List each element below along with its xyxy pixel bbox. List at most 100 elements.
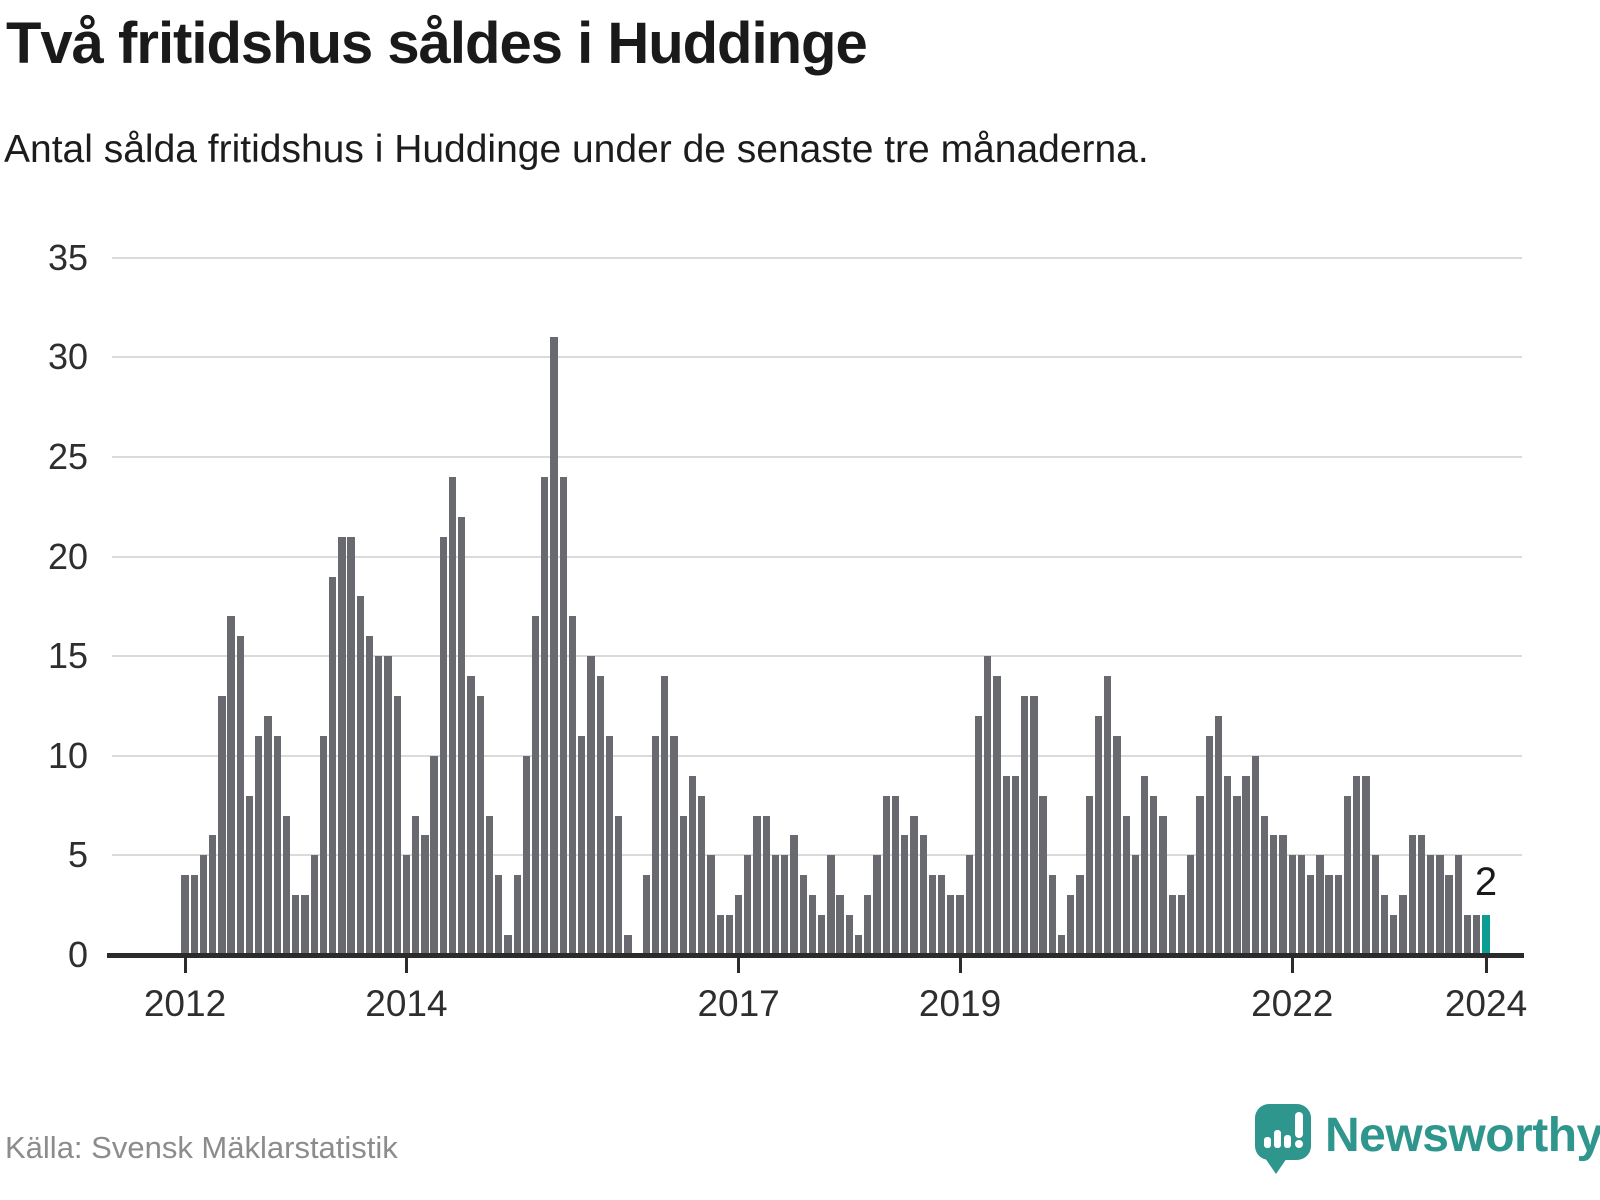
- bar: [356, 596, 364, 955]
- bar: [956, 895, 964, 955]
- bar: [1021, 696, 1029, 955]
- bar: [808, 895, 817, 955]
- bar: [836, 895, 844, 955]
- gridline: [112, 555, 1522, 558]
- bar: [716, 915, 724, 955]
- bar: [818, 915, 826, 955]
- bar: [734, 895, 743, 955]
- bar: [1436, 855, 1444, 955]
- gridline: [112, 655, 1522, 658]
- bar: [1325, 875, 1333, 955]
- bar: [854, 935, 863, 955]
- bar: [190, 875, 198, 955]
- bar: [1150, 795, 1158, 955]
- bar: [1196, 795, 1204, 955]
- bar: [882, 795, 890, 955]
- page-title: Två fritidshus såldes i Huddinge: [6, 11, 868, 76]
- bar: [1214, 715, 1223, 955]
- bar: [347, 536, 355, 955]
- bar: [1168, 895, 1176, 955]
- bar: [725, 915, 734, 955]
- bar: [651, 735, 660, 955]
- bar: [1067, 895, 1075, 955]
- bar: [504, 935, 512, 955]
- bar: [753, 815, 761, 955]
- last-value-label: 2: [1474, 860, 1498, 905]
- bar: [393, 696, 401, 955]
- bar-chart-speech-bubble-icon: [1255, 1104, 1311, 1174]
- x-axis-tick-label: 2017: [697, 983, 780, 1024]
- bar: [1353, 775, 1361, 955]
- bar: [1039, 795, 1047, 955]
- bar: [1463, 915, 1472, 955]
- y-axis-tick-label: 0: [67, 934, 88, 975]
- bar: [328, 576, 337, 955]
- bar: [1048, 875, 1056, 955]
- bar: [1233, 795, 1241, 955]
- bar: [255, 735, 263, 955]
- y-axis-tick-label: 15: [47, 635, 88, 677]
- bar: [1251, 755, 1259, 955]
- bar: [947, 895, 955, 955]
- bar: [873, 855, 881, 955]
- bar: [1307, 875, 1315, 955]
- bar: [1094, 715, 1103, 955]
- bar: [227, 616, 235, 955]
- bar: [993, 676, 1001, 955]
- bar: [910, 815, 918, 955]
- bar: [642, 875, 650, 955]
- bar: [1113, 735, 1121, 955]
- bar: [1362, 775, 1370, 955]
- bar: [762, 815, 770, 955]
- bar: [1399, 895, 1407, 955]
- bar: [485, 815, 494, 955]
- x-axis-line: [107, 953, 1524, 958]
- bar: [1343, 795, 1352, 955]
- bar: [430, 755, 438, 955]
- x-axis-tick: [1484, 958, 1488, 973]
- bar-chart: 0 5 10 15 20 25 30 35 2012 2014 2017 2019 2022 2024 2: [47, 237, 1528, 1024]
- x-axis-tick-label: 2022: [1251, 983, 1334, 1024]
- bar: [928, 875, 937, 955]
- bar: [661, 676, 669, 955]
- bar: [1140, 775, 1149, 955]
- bar: [624, 935, 632, 955]
- bar: [1270, 835, 1278, 955]
- x-axis-tick-label: 2014: [365, 983, 448, 1024]
- bar: [1002, 775, 1010, 955]
- bar: [845, 915, 853, 955]
- bar: [1279, 835, 1287, 955]
- gridline: [112, 854, 1522, 857]
- bar: [458, 516, 466, 955]
- bar: [1131, 855, 1140, 955]
- bar: [1288, 855, 1296, 955]
- source-text: Källa: Svensk Mäklarstatistik: [5, 1130, 398, 1165]
- bar: [476, 696, 484, 955]
- bar: [1417, 835, 1426, 955]
- x-axis-tick-label: 2012: [143, 983, 227, 1024]
- bar: [1177, 895, 1186, 955]
- bar: [245, 795, 254, 955]
- bar: [596, 676, 604, 955]
- bar: [937, 875, 946, 955]
- bar: [605, 735, 614, 955]
- bar: [771, 855, 780, 955]
- gridline: [112, 256, 1522, 259]
- bar: [1445, 875, 1453, 955]
- bar: [1316, 855, 1324, 955]
- bar: [1224, 775, 1232, 955]
- bar: [827, 855, 835, 955]
- bar: [901, 835, 909, 955]
- bar: [919, 835, 927, 955]
- bar: [559, 476, 567, 955]
- x-axis-tick-label: 2024: [1444, 983, 1528, 1024]
- bar: [209, 835, 217, 955]
- bar: [1390, 915, 1398, 955]
- bar: [1408, 835, 1416, 955]
- bar: [495, 875, 503, 955]
- bar: [421, 835, 429, 955]
- bar: [439, 536, 447, 955]
- bar: [1159, 815, 1167, 955]
- bar: [670, 735, 678, 955]
